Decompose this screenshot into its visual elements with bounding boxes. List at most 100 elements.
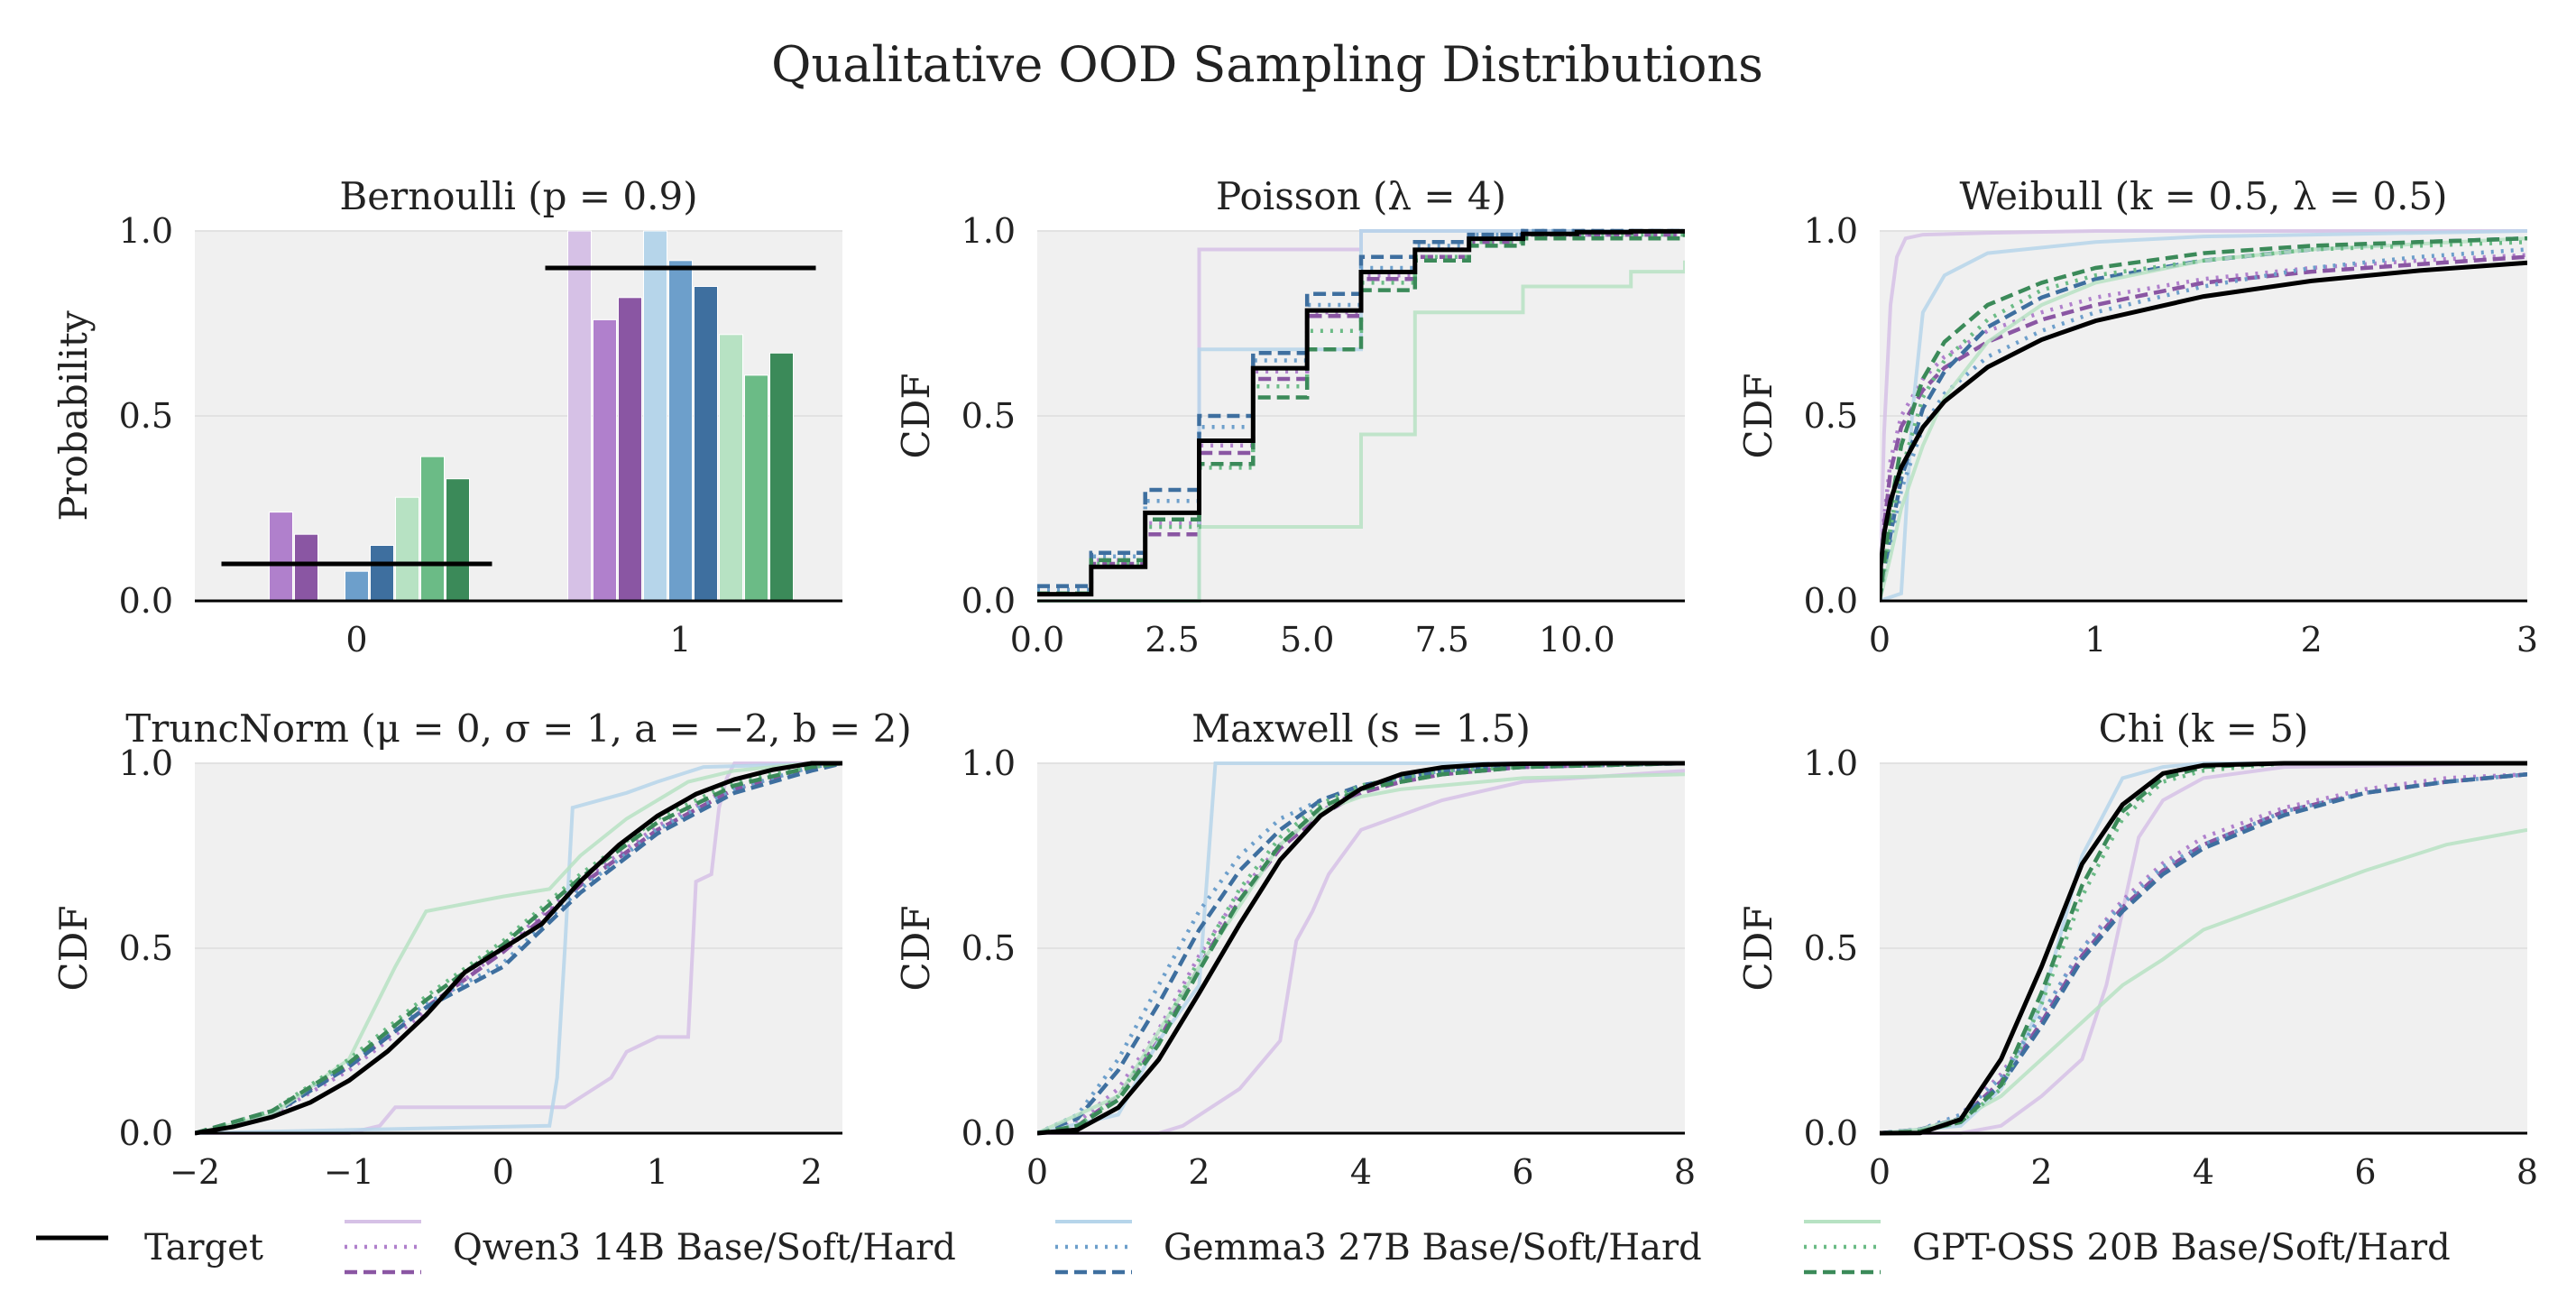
line-gemma3-27b-hard — [1037, 761, 1685, 1136]
line-gpt-oss-20b-base — [1880, 236, 2527, 602]
line-gpt-oss-20b-hard — [1037, 761, 1685, 1136]
series-lines — [1880, 761, 2527, 1136]
y-axis-label: CDF — [1736, 374, 1780, 459]
series-lines — [1880, 229, 2527, 603]
y-tick-label: 0.5 — [119, 396, 173, 436]
x-tick-label: 0 — [1026, 1152, 1048, 1192]
line-gemma3-27b-base — [195, 761, 842, 1135]
legend-item-1: Target — [36, 1227, 263, 1269]
panels: Bernoulli (p = 0.9) Probability 0.0 0.5 1.0 0… — [51, 174, 2538, 1192]
target-line — [1037, 228, 1685, 597]
y-tick-label: 0.0 — [961, 581, 1016, 621]
panel-title: TruncNorm (μ = 0, σ = 1, a = −2, b = 2) — [125, 706, 911, 751]
panel-title: Poisson (λ = 4) — [1216, 174, 1506, 218]
x-tick-label: 2.5 — [1145, 620, 1199, 660]
y-tick-label: 1.0 — [1804, 211, 1858, 251]
x-tick-label: 2 — [2030, 1152, 2052, 1192]
line-qwen3-14b-base — [1037, 769, 1685, 1135]
panel-title: Weibull (k = 0.5, λ = 0.5) — [1959, 174, 2447, 218]
panel-6: Chi (k = 5) CDF 0.0 0.5 1.0 0 2 4 6 8 — [1736, 706, 2538, 1192]
line-qwen3-14b-hard — [1880, 254, 2527, 602]
line-gpt-oss-20b-base — [195, 761, 842, 1135]
panel-3: Weibull (k = 0.5, λ = 0.5) CDF 0.0 0.5 1.0 0 1… — [1736, 174, 2538, 660]
y-tick-label: 0.0 — [1804, 581, 1858, 621]
panel-title: Maxwell (s = 1.5) — [1191, 706, 1531, 751]
bar-gpt-oss-20b-hard-0 — [446, 478, 470, 602]
target-line — [195, 761, 842, 1136]
bar-gemma3-27b-soft-1 — [668, 260, 693, 602]
target-line — [1880, 260, 2527, 602]
line-gemma3-27b-soft — [1037, 761, 1685, 1136]
x-tick-label: 1 — [669, 620, 691, 660]
line-gpt-oss-20b-soft — [195, 761, 842, 1136]
x-tick-label: 2 — [1188, 1152, 1210, 1192]
y-axis-label: CDF — [1736, 906, 1780, 992]
y-tick-label: 0.5 — [119, 928, 173, 968]
x-tick-label: 5.0 — [1280, 620, 1334, 660]
x-tick-label: 0 — [345, 620, 367, 660]
line-gemma3-27b-base — [1880, 761, 2527, 1135]
bar-gpt-oss-20b-base-1 — [719, 334, 743, 602]
bar-gemma3-27b-base-1 — [643, 230, 667, 602]
y-axis-label: Probability — [51, 310, 96, 521]
x-tick-label: 8 — [1674, 1152, 1696, 1192]
y-tick-label: 0.0 — [1804, 1113, 1858, 1153]
y-tick-label: 0.5 — [961, 396, 1016, 436]
figure-title: Qualitative OOD Sampling Distributions — [771, 36, 1763, 93]
x-tick-label: 6 — [1512, 1152, 1533, 1192]
x-tick-label: 4 — [2193, 1152, 2214, 1192]
line-qwen3-14b-soft — [1880, 772, 2527, 1136]
target-line — [1037, 761, 1685, 1136]
y-tick-label: 0.5 — [1804, 396, 1858, 436]
panel-2: Poisson (λ = 4) CDF 0.0 0.5 1.0 0.0 2.5 5.0 7.5 1… — [894, 174, 1685, 660]
y-tick-label: 1.0 — [961, 211, 1016, 251]
legend-item-3: Gemma3 27B Base/Soft/Hard — [1055, 1220, 1702, 1275]
y-tick-label: 0.5 — [961, 928, 1016, 968]
bar-gpt-oss-20b-soft-1 — [744, 374, 768, 602]
panel-title: Bernoulli (p = 0.9) — [339, 174, 697, 218]
bar-gemma3-27b-soft-0 — [345, 570, 369, 602]
x-tick-label: 2 — [801, 1152, 823, 1192]
x-tick-label: −2 — [170, 1152, 220, 1192]
x-tick-label: 0.0 — [1010, 620, 1064, 660]
legend-label: Gemma3 27B Base/Soft/Hard — [1164, 1227, 1702, 1269]
x-tick-label: 6 — [2354, 1152, 2376, 1192]
bar-qwen3-14b-hard-1 — [618, 297, 642, 602]
x-tick-label: 8 — [2516, 1152, 2538, 1192]
y-tick-label: 0.0 — [119, 1113, 173, 1153]
x-tick-label: −1 — [324, 1152, 374, 1192]
line-qwen3-14b-hard — [1037, 231, 1685, 596]
legend-label: Target — [144, 1227, 263, 1269]
y-tick-label: 0.0 — [961, 1113, 1016, 1153]
panel-4: TruncNorm (μ = 0, σ = 1, a = −2, b = 2) C… — [51, 706, 912, 1192]
bar-qwen3-14b-base-1 — [567, 230, 592, 602]
panel-title: Chi (k = 5) — [2099, 706, 2309, 751]
line-qwen3-14b-soft — [1880, 253, 2527, 602]
x-tick-label: 1 — [647, 1152, 668, 1192]
x-tick-label: 3 — [2516, 620, 2538, 660]
series-lines — [195, 761, 842, 1136]
line-gemma3-27b-hard — [1880, 235, 2527, 602]
legend: Target Qwen3 14B Base/Soft/Hard Gemma3 27B… — [36, 1220, 2451, 1275]
line-qwen3-14b-base — [1880, 761, 2527, 1135]
x-tick-label: 0 — [1869, 620, 1891, 660]
x-tick-label: 7.5 — [1415, 620, 1469, 660]
y-tick-label: 1.0 — [1804, 743, 1858, 783]
legend-label: Qwen3 14B Base/Soft/Hard — [453, 1227, 956, 1269]
bar-qwen3-14b-soft-0 — [269, 512, 293, 602]
x-tick-label: 10.0 — [1539, 620, 1615, 660]
legend-item-2: Qwen3 14B Base/Soft/Hard — [345, 1220, 956, 1275]
x-tick-label: 0 — [492, 1152, 514, 1192]
y-axis-label: CDF — [51, 906, 96, 992]
y-tick-label: 1.0 — [119, 743, 173, 783]
panel-1: Bernoulli (p = 0.9) Probability 0.0 0.5 1.0 0… — [51, 174, 842, 660]
x-tick-label: 1 — [2084, 620, 2106, 660]
bar-gemma3-27b-hard-0 — [370, 545, 394, 602]
y-tick-label: 1.0 — [961, 743, 1016, 783]
x-tick-label: 4 — [1350, 1152, 1372, 1192]
y-axis-label: CDF — [894, 906, 938, 992]
line-gpt-oss-20b-hard — [195, 761, 842, 1136]
series-lines — [1037, 228, 1685, 603]
panel-5: Maxwell (s = 1.5) CDF 0.0 0.5 1.0 0 2 4 6 8 — [894, 706, 1696, 1192]
